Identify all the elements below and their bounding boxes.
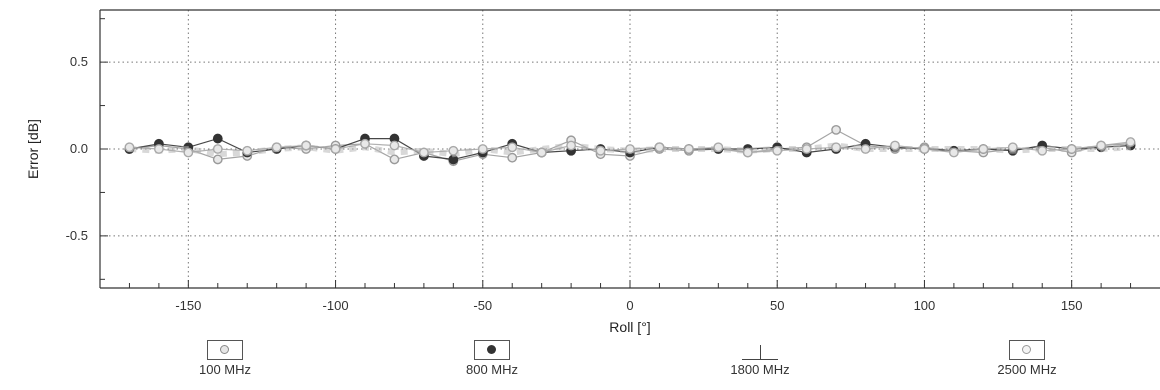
series-line xyxy=(129,142,1131,158)
data-point xyxy=(153,144,164,154)
x-axis-label: Roll [°] xyxy=(609,319,650,335)
data-point xyxy=(801,144,812,154)
legend-item-1800mhz[interactable]: 1800 MHz xyxy=(700,340,820,377)
legend-label-2500mhz: 2500 MHz xyxy=(997,362,1057,377)
data-point xyxy=(212,154,223,165)
data-point xyxy=(212,144,223,154)
y-axis-label: Error [dB] xyxy=(25,119,41,179)
y-tick-label: -0.5 xyxy=(66,228,88,243)
data-point xyxy=(124,142,135,153)
data-point xyxy=(831,124,842,135)
data-point xyxy=(595,145,606,156)
legend-label-100mhz: 100 MHz xyxy=(198,362,252,377)
data-point xyxy=(713,142,724,153)
open-circle-marker-icon xyxy=(220,345,229,354)
data-point xyxy=(448,145,459,156)
data-point xyxy=(654,142,665,153)
data-point xyxy=(890,140,900,151)
data-point xyxy=(360,138,370,149)
data-point xyxy=(1037,145,1048,156)
data-point xyxy=(1007,142,1018,153)
data-point xyxy=(477,144,488,154)
legend-symbol-2500mhz xyxy=(1009,340,1045,360)
data-point xyxy=(978,144,989,154)
data-point xyxy=(948,147,959,158)
series-1800-mhz xyxy=(129,142,1131,158)
series-2500-mhz xyxy=(124,137,1136,158)
data-point xyxy=(212,133,223,144)
data-point xyxy=(418,147,429,158)
data-point xyxy=(1066,144,1077,154)
data-point xyxy=(389,140,400,151)
data-point xyxy=(772,145,783,156)
x-tick-label: -150 xyxy=(175,298,201,313)
data-point xyxy=(1125,137,1136,147)
data-point xyxy=(860,144,871,154)
data-point xyxy=(330,144,341,154)
x-tick-label: 50 xyxy=(770,298,784,313)
legend-symbol-1800mhz xyxy=(742,340,778,360)
data-point xyxy=(301,140,312,151)
data-point xyxy=(183,147,194,158)
y-tick-label: 0.5 xyxy=(70,54,88,69)
filled-circle-marker-icon xyxy=(487,345,496,354)
x-tick-label: -50 xyxy=(473,298,492,313)
data-point xyxy=(625,144,635,154)
data-point xyxy=(536,147,547,158)
x-tick-label: 0 xyxy=(626,298,633,313)
x-tick-label: 150 xyxy=(1061,298,1083,313)
y-tick-label: 0.0 xyxy=(70,141,88,156)
data-point xyxy=(507,152,518,163)
legend-item-2500mhz[interactable]: 2500 MHz xyxy=(967,340,1087,377)
data-point xyxy=(242,145,253,156)
data-point xyxy=(566,140,577,151)
open-circle-marker-icon xyxy=(1022,345,1031,354)
legend-item-100mhz[interactable]: 100 MHz xyxy=(165,340,285,377)
legend-item-800mhz[interactable]: 800 MHz xyxy=(432,340,552,377)
x-tick-label: -100 xyxy=(323,298,349,313)
data-point xyxy=(271,142,282,153)
ticks: -150 -100 -50 0 50 100 150 0.5 0.0 -0.5 xyxy=(66,18,1132,313)
x-tick-label: 100 xyxy=(914,298,936,313)
legend-label-800mhz: 800 MHz xyxy=(465,362,519,377)
data-point xyxy=(683,144,694,154)
data-point xyxy=(831,142,842,153)
legend-symbol-100mhz xyxy=(207,340,243,360)
series-layer xyxy=(124,124,1136,167)
legend-symbol-800mhz xyxy=(474,340,510,360)
data-point xyxy=(1096,140,1107,151)
data-point xyxy=(742,147,753,158)
data-point xyxy=(389,154,400,165)
data-point xyxy=(919,144,930,154)
data-point xyxy=(507,142,518,153)
legend-label-1800mhz: 1800 MHz xyxy=(730,362,790,377)
